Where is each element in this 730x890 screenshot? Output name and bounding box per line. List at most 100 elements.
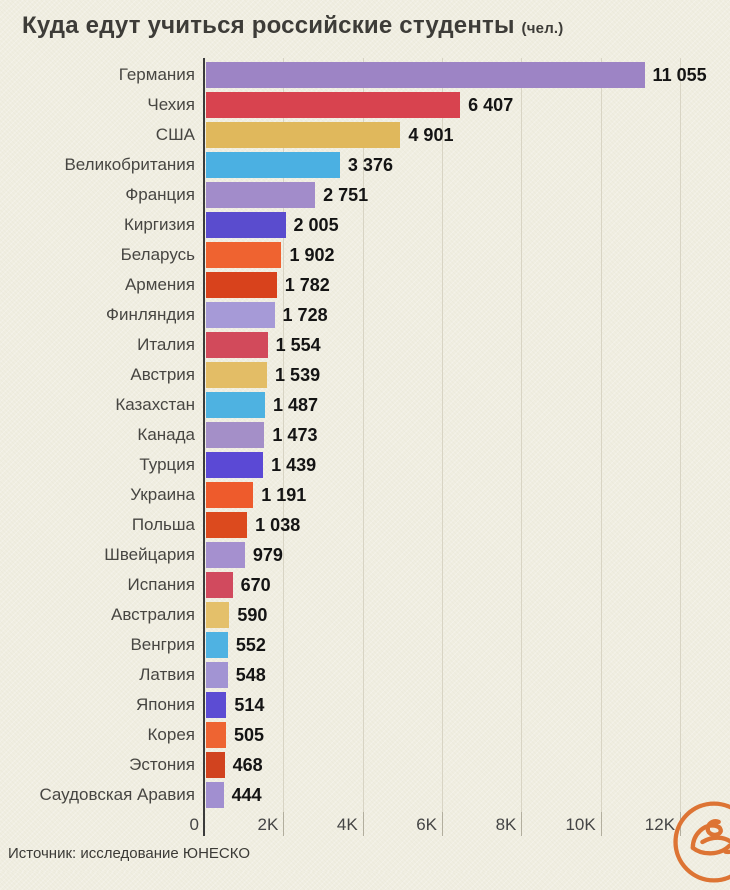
- value-label: 1 554: [275, 335, 321, 355]
- bar-area: 1 191: [205, 480, 730, 510]
- gridlines: [204, 58, 730, 812]
- bar: [206, 782, 224, 808]
- bar-row: Канада 1 473: [0, 420, 730, 450]
- bar: [206, 62, 645, 88]
- category-label: Франция: [125, 185, 195, 204]
- bar-row: Австралия 590: [0, 600, 730, 630]
- bar-area: 670: [205, 570, 730, 600]
- bar: [206, 692, 227, 718]
- tick-label: 2K: [257, 815, 279, 834]
- bar-row: Киргизия 2 005: [0, 210, 730, 240]
- bar: [206, 422, 265, 448]
- tick-label: 8K: [495, 815, 517, 834]
- gridline: [680, 58, 682, 812]
- bar: [206, 572, 233, 598]
- value-label: 2 005: [293, 215, 339, 235]
- bar: [206, 602, 230, 628]
- category-label: Австралия: [111, 605, 195, 624]
- category-label: Латвия: [139, 665, 195, 684]
- gridline: [521, 58, 523, 812]
- category-label: Армения: [124, 275, 195, 294]
- tick-label: 10K: [565, 815, 596, 834]
- bar-area: 2 751: [205, 180, 730, 210]
- bar-area: 979: [205, 540, 730, 570]
- bar-row: Корея 505: [0, 720, 730, 750]
- bar-row: Саудовская Аравия 444: [0, 780, 730, 810]
- value-label: 11 055: [652, 65, 707, 85]
- value-label: 444: [231, 785, 262, 805]
- bar-area: 11 055: [205, 60, 730, 90]
- bar-row: Турция 1 439: [0, 450, 730, 480]
- bar-area: 548: [205, 660, 730, 690]
- bar-area: 514: [205, 690, 730, 720]
- category-label: Италия: [137, 335, 195, 354]
- bar: [206, 212, 286, 238]
- bar-row: Швейцария 979: [0, 540, 730, 570]
- bar-row: Италия 1 554: [0, 330, 730, 360]
- bar-row: Франция 2 751: [0, 180, 730, 210]
- category-label: Корея: [147, 725, 195, 744]
- bar-row: Украина 1 191: [0, 480, 730, 510]
- bar-row: Испания 670: [0, 570, 730, 600]
- bar-area: 4 901: [205, 120, 730, 150]
- category-label: Киргизия: [123, 215, 195, 234]
- category-label: Австрия: [130, 365, 195, 384]
- bar-row: Казахстан 1 487: [0, 390, 730, 420]
- category-label: Саудовская Аравия: [39, 785, 195, 804]
- value-label: 1 191: [261, 485, 307, 505]
- bar: [206, 512, 248, 538]
- bar: [206, 662, 228, 688]
- tick-mark: [600, 812, 602, 836]
- bar: [206, 722, 227, 748]
- publisher-logo: [673, 801, 730, 883]
- bar: [206, 542, 245, 568]
- tick-mark: [442, 812, 444, 836]
- category-label: США: [155, 125, 195, 144]
- category-label: Эстония: [129, 755, 195, 774]
- value-label: 670: [240, 575, 271, 595]
- bar-row: Великобритания 3 376: [0, 150, 730, 180]
- bar: [206, 392, 265, 418]
- bar-area: 6 407: [205, 90, 730, 120]
- category-label: Венгрия: [130, 635, 195, 654]
- value-label: 1 782: [284, 275, 330, 295]
- category-label: Польша: [131, 515, 195, 534]
- gridline: [600, 58, 602, 812]
- bar-area: 2 005: [205, 210, 730, 240]
- bar: [206, 242, 282, 268]
- bar-chart: Германия 11 055 Чехия 6 407 США 4 901 Ве…: [0, 60, 730, 810]
- value-label: 1 728: [282, 305, 328, 325]
- bar-area: 1 487: [205, 390, 730, 420]
- bar: [206, 332, 268, 358]
- category-label: Беларусь: [120, 245, 195, 264]
- tick-label: 6K: [416, 815, 438, 834]
- category-label: Канада: [137, 425, 195, 444]
- category-label: Испания: [127, 575, 195, 594]
- bar-area: 444: [205, 780, 730, 810]
- category-label: Финляндия: [106, 305, 195, 324]
- tick-label: 12K: [644, 815, 676, 834]
- bar-area: 1 782: [205, 270, 730, 300]
- tick-label: 4K: [336, 815, 358, 834]
- bar: [206, 632, 228, 658]
- category-label: Чехия: [147, 95, 195, 114]
- bar-row: Польша 1 038: [0, 510, 730, 540]
- gridline: [442, 58, 444, 812]
- category-label: Казахстан: [115, 395, 195, 414]
- value-label: 514: [234, 695, 265, 715]
- bar-area: 3 376: [205, 150, 730, 180]
- bar-area: 1 439: [205, 450, 730, 480]
- value-label: 2 751: [323, 185, 369, 205]
- bar-area: 552: [205, 630, 730, 660]
- value-label: 1 038: [255, 515, 301, 535]
- category-label: Япония: [135, 695, 195, 714]
- bar: [206, 152, 340, 178]
- bar-row: Эстония 468: [0, 750, 730, 780]
- bar-area: 505: [205, 720, 730, 750]
- bar-row: Армения 1 782: [0, 270, 730, 300]
- bar-row: Финляндия 1 728: [0, 300, 730, 330]
- y-axis-line: [203, 58, 205, 836]
- value-label: 979: [252, 545, 283, 565]
- tick-mark: [362, 812, 364, 836]
- bar: [206, 362, 268, 388]
